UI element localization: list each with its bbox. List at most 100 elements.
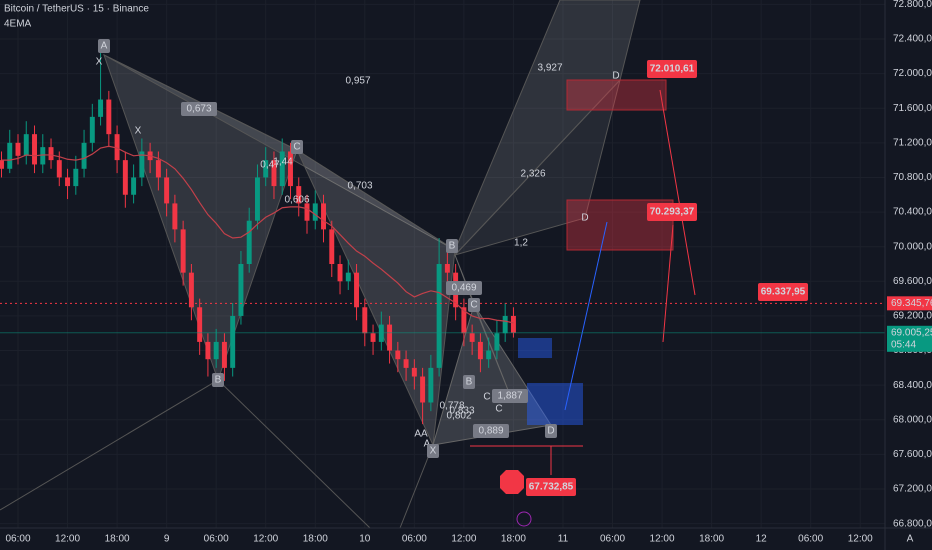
candle-body xyxy=(329,229,335,264)
candle-body xyxy=(370,333,376,342)
candle-body xyxy=(337,264,343,282)
x-tick-label: 06:00 xyxy=(402,534,427,545)
pattern-label-box xyxy=(291,140,303,154)
y-tick-label: 71.600,00 xyxy=(893,103,932,114)
candle-body xyxy=(354,272,360,308)
y-tick-label: 68.000,00 xyxy=(893,414,932,425)
pattern-label-box xyxy=(427,444,439,458)
pattern-label: C xyxy=(293,142,300,153)
indicator-label: 4EMA xyxy=(4,19,32,30)
pattern-label-box xyxy=(545,424,557,438)
x-tick-label: 12:00 xyxy=(650,534,675,545)
pattern-label: 0,47 xyxy=(260,160,280,171)
pattern-label: 0,889 xyxy=(478,426,503,437)
x-tick-label: 12:00 xyxy=(848,534,873,545)
candle-body xyxy=(420,376,426,403)
candle-body xyxy=(155,160,161,178)
entry-zone xyxy=(518,338,552,358)
candle-body xyxy=(40,147,46,165)
x-tick-label: 12 xyxy=(756,534,768,545)
pattern-label: A xyxy=(101,41,108,52)
pattern-label: X xyxy=(430,446,437,457)
candle-body xyxy=(230,315,236,368)
x-tick-label: 12:00 xyxy=(55,534,80,545)
candle-body xyxy=(98,99,104,117)
entry-zone xyxy=(527,383,583,425)
arrow xyxy=(662,224,674,343)
price-tag xyxy=(887,325,932,352)
candle-body xyxy=(32,134,37,165)
candle-body xyxy=(205,341,211,360)
pattern-label: 0,802 xyxy=(446,411,471,422)
price-tag xyxy=(887,296,932,311)
y-tick-label: 70.400,00 xyxy=(893,207,932,218)
target-tag-label: 69.337,95 xyxy=(761,287,806,298)
pattern-label-box xyxy=(492,389,528,403)
pattern-label: B xyxy=(215,375,222,386)
candle-body xyxy=(444,264,450,273)
candle-body xyxy=(395,350,401,360)
candle-body xyxy=(321,203,326,230)
candle-body xyxy=(345,272,351,282)
pattern-label: D xyxy=(612,71,619,82)
x-tick-label: 12:00 xyxy=(451,534,476,545)
pattern-label: 0,673 xyxy=(186,104,211,115)
y-tick-label: 67.200,00 xyxy=(893,484,932,495)
candle-body xyxy=(246,220,252,264)
target-tag-label: 72.010,61 xyxy=(650,64,695,75)
candle-body xyxy=(362,307,368,334)
y-tick-label: 69.200,00 xyxy=(893,311,932,322)
pattern-label-box xyxy=(463,375,475,389)
pattern-label: AA xyxy=(414,429,428,440)
candle-body xyxy=(48,147,54,161)
candle-body xyxy=(304,203,310,221)
stop-icon xyxy=(500,470,524,494)
candle-body xyxy=(411,367,417,377)
y-tick-label: 70.800,00 xyxy=(893,172,932,183)
candle-body xyxy=(288,151,293,187)
x-tick-label: 12:00 xyxy=(253,534,278,545)
candle-body xyxy=(180,229,186,273)
x-tick-label: 06:00 xyxy=(204,534,229,545)
pattern-label-box xyxy=(468,298,480,312)
pattern-label-box xyxy=(98,39,110,53)
pattern-label: 2,326 xyxy=(520,169,545,180)
candle-body xyxy=(131,177,137,195)
pattern-label: 1,887 xyxy=(497,391,522,402)
pattern-label: 1,2 xyxy=(514,238,528,249)
countdown: 05:44 xyxy=(891,339,916,350)
candle-body xyxy=(213,341,219,360)
target-tag xyxy=(758,283,808,301)
pattern-line xyxy=(217,379,371,529)
candle-body xyxy=(403,359,409,368)
scale-button[interactable]: A xyxy=(907,534,914,545)
pattern-label: 0,778 xyxy=(439,401,464,412)
candle-body xyxy=(312,203,318,221)
pattern-line xyxy=(399,444,434,529)
pattern-label: 1,44 xyxy=(273,157,293,168)
y-tick-label: 72.000,00 xyxy=(893,68,932,79)
candle-body xyxy=(436,264,442,368)
candle-body xyxy=(469,333,475,342)
pattern-label: X xyxy=(135,126,142,137)
candle-body xyxy=(502,315,508,334)
x-tick-label: 06:00 xyxy=(798,534,823,545)
pattern-label: 3,927 xyxy=(537,63,562,74)
y-tick-label: 70.000,00 xyxy=(893,241,932,252)
pattern-label-box xyxy=(446,281,482,295)
pattern-wedge xyxy=(453,78,621,256)
candle-body xyxy=(486,350,492,360)
y-tick-label: 67.600,00 xyxy=(893,449,932,460)
pattern-label: X xyxy=(96,57,103,68)
y-tick-label: 71.200,00 xyxy=(893,137,932,148)
price-tag-label: 69.005,25 xyxy=(891,327,932,338)
pattern-label-box xyxy=(473,424,509,438)
candle-body xyxy=(0,160,4,169)
pattern-label: C xyxy=(470,300,477,311)
candle-body xyxy=(23,134,29,156)
pattern-label-box xyxy=(446,239,458,253)
target-tag xyxy=(647,60,697,78)
target-tag xyxy=(647,203,697,221)
x-tick-label: 06:00 xyxy=(600,534,625,545)
